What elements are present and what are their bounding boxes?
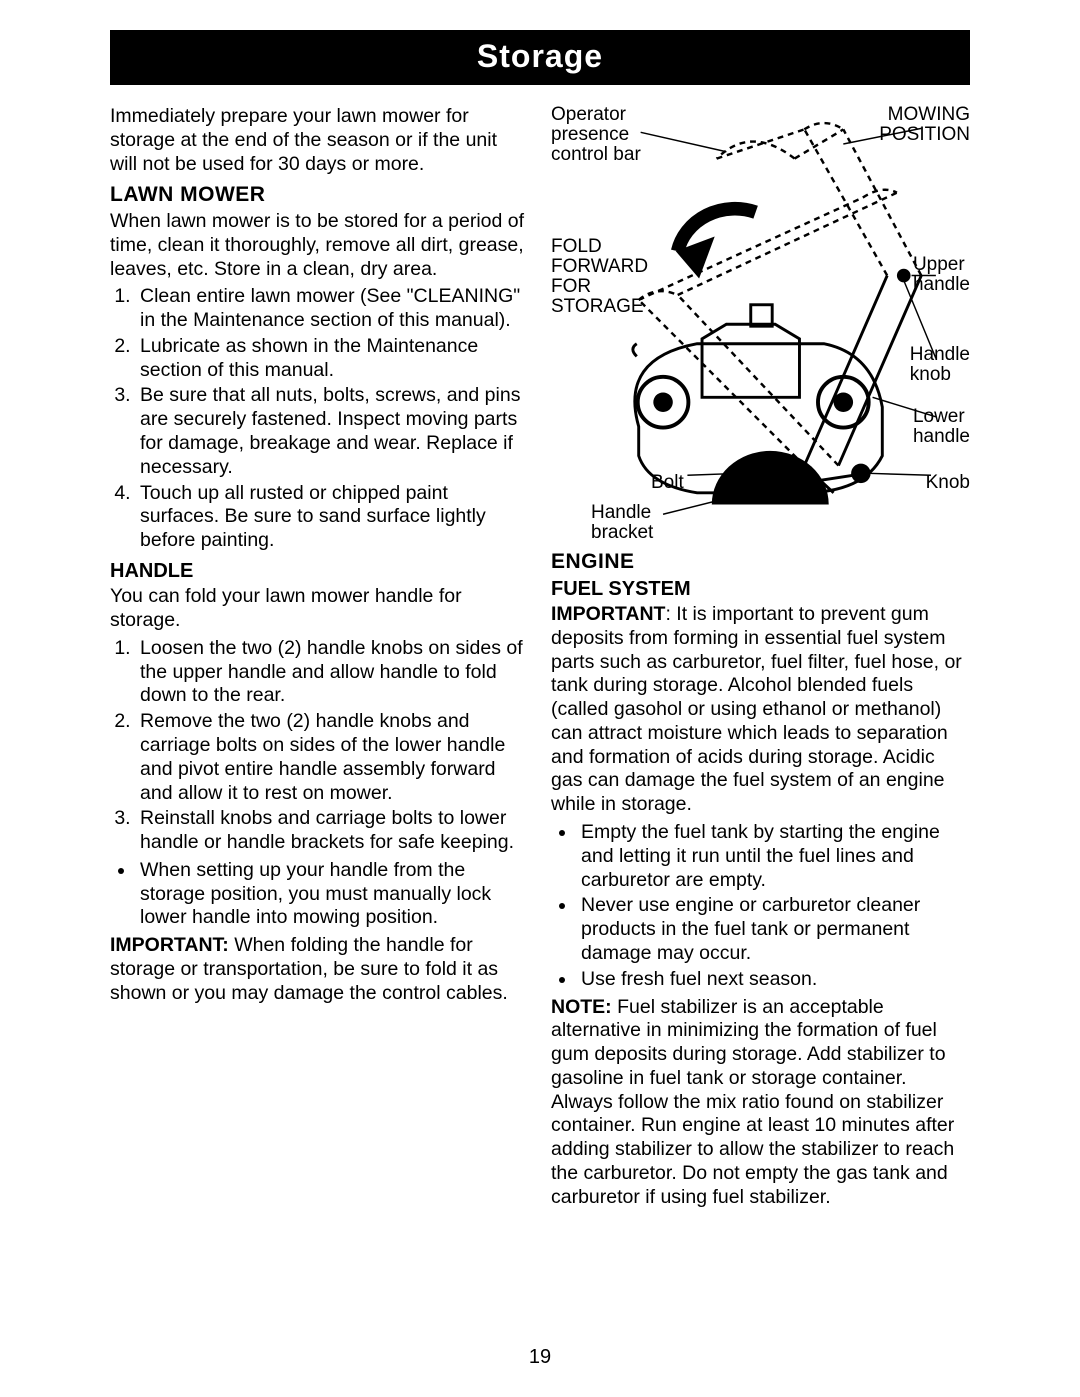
fig-label-bolt: Bolt [651, 473, 684, 493]
list-item: Be sure that all nuts, bolts, screws, an… [136, 384, 529, 479]
manual-page: Storage Immediately prepare your lawn mo… [0, 0, 1080, 1397]
list-item: Loosen the two (2) handle knobs on sides… [136, 637, 529, 708]
list-item: Lubricate as shown in the Maintenance se… [136, 335, 529, 383]
handle-bullets: When setting up your handle from the sto… [110, 859, 529, 930]
lawn-mower-heading: LAWN MOWER [110, 182, 529, 208]
fuel-system-heading: FUEL SYSTEM [551, 577, 970, 601]
list-item: Empty the fuel tank by starting the engi… [577, 821, 970, 892]
page-number: 19 [0, 1346, 1080, 1369]
lawn-mower-steps: Clean entire lawn mower (See "CLEANING" … [110, 285, 529, 553]
engine-note: NOTE: Fuel stabilizer is an acceptable a… [551, 996, 970, 1210]
engine-important: IMPORTANT: It is important to prevent gu… [551, 603, 970, 817]
fig-label-handle-bracket: Handle bracket [591, 503, 653, 543]
important-label: IMPORTANT: [110, 934, 229, 956]
mower-diagram: Operator presence control bar MOWING POS… [551, 105, 970, 535]
handle-important: IMPORTANT: When folding the handle for s… [110, 934, 529, 1005]
handle-steps: Loosen the two (2) handle knobs on sides… [110, 637, 529, 855]
list-item: Reinstall knobs and carriage bolts to lo… [136, 807, 529, 855]
list-item: Never use engine or carburetor cleaner p… [577, 894, 970, 965]
fig-label-mowing: MOWING POSITION [879, 105, 970, 145]
note-text: Fuel stabilizer is an acceptable alterna… [551, 996, 954, 1208]
fig-label-knob: Knob [926, 473, 970, 493]
fig-label-upper-handle: Upper handle [913, 255, 970, 295]
list-item: Remove the two (2) handle knobs and carr… [136, 710, 529, 805]
fig-label-fold: FOLD FORWARD FOR STORAGE [551, 237, 648, 317]
right-column: Operator presence control bar MOWING POS… [551, 105, 970, 1214]
list-item: Use fresh fuel next season. [577, 968, 970, 992]
intro-paragraph: Immediately prepare your lawn mower for … [110, 105, 529, 176]
lawn-mower-lead: When lawn mower is to be stored for a pe… [110, 210, 529, 281]
fig-label-operator: Operator presence control bar [551, 105, 641, 165]
handle-lead: You can fold your lawn mower handle for … [110, 585, 529, 633]
left-column: Immediately prepare your lawn mower for … [110, 105, 529, 1214]
two-column-layout: Immediately prepare your lawn mower for … [110, 105, 970, 1214]
fig-label-lower-handle: Lower handle [913, 407, 970, 447]
handle-heading: HANDLE [110, 559, 529, 583]
important-text: : It is important to prevent gum deposit… [551, 603, 962, 815]
important-label: IMPORTANT [551, 603, 665, 625]
engine-bullets: Empty the fuel tank by starting the engi… [551, 821, 970, 991]
note-label: NOTE: [551, 996, 612, 1018]
list-item: When setting up your handle from the sto… [136, 859, 529, 930]
section-title-bar: Storage [110, 30, 970, 85]
list-item: Touch up all rusted or chipped paint sur… [136, 482, 529, 553]
list-item: Clean entire lawn mower (See "CLEANING" … [136, 285, 529, 333]
engine-heading: ENGINE [551, 549, 970, 575]
fig-label-handle-knob: Handle knob [910, 345, 970, 385]
